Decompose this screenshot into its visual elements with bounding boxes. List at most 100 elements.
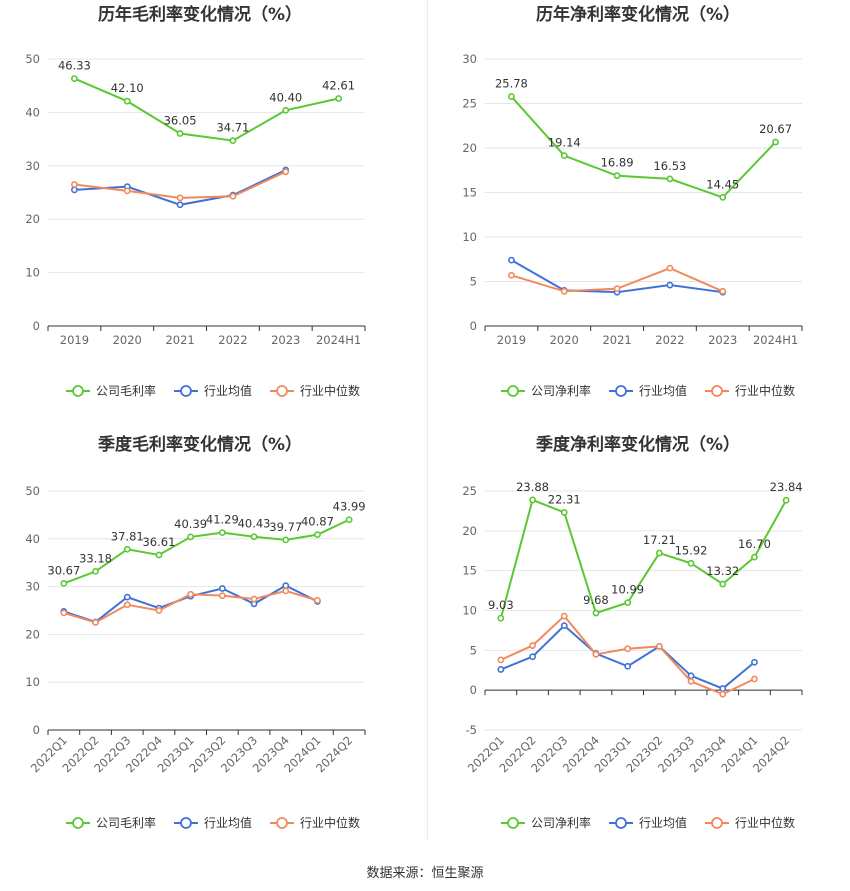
data-point (560, 612, 568, 620)
data-point (624, 662, 632, 670)
y-tick-label: 40 (25, 105, 40, 119)
x-tick-label: 2019 (497, 333, 526, 347)
y-tick-label: 20 (25, 627, 40, 641)
data-label: 30.67 (47, 563, 80, 577)
legend-item[interactable]: 公司净利率 (501, 383, 591, 398)
y-tick-label: 30 (25, 159, 40, 173)
x-tick-label: 2020 (113, 333, 142, 347)
y-tick-label: 15 (462, 564, 477, 578)
legend-marker-icon (711, 385, 723, 397)
y-tick-label: 20 (462, 141, 477, 155)
data-label: 14.45 (706, 177, 739, 191)
legend-label: 行业中位数 (300, 815, 360, 830)
legend-label: 行业均值 (204, 383, 252, 398)
data-point (687, 678, 695, 685)
y-tick-label: 0 (33, 723, 40, 737)
y-tick-label: 25 (462, 97, 477, 111)
data-label: 23.84 (770, 480, 803, 494)
data-point (687, 559, 695, 567)
data-point (123, 97, 131, 105)
chart-title: 历年毛利率变化情况（%） (98, 4, 302, 25)
y-tick-label: -5 (466, 723, 477, 737)
legend-marker-icon (276, 817, 288, 829)
chart-svg: 季度毛利率变化情况（%）010203040502022Q12022Q22022Q… (25, 434, 365, 830)
data-point (772, 138, 779, 146)
legend-label: 行业均值 (204, 815, 252, 830)
data-point (666, 175, 674, 183)
y-tick-label: 25 (462, 484, 477, 498)
y-tick-label: 15 (462, 186, 477, 200)
data-point (155, 607, 163, 614)
data-point (719, 287, 727, 295)
data-label: 10.99 (611, 583, 644, 597)
data-point (666, 264, 674, 272)
data-point (497, 666, 505, 673)
data-label: 19.14 (548, 136, 581, 150)
data-point (92, 619, 99, 626)
data-point (60, 579, 68, 587)
y-tick-label: 40 (25, 532, 40, 546)
data-point (592, 650, 600, 658)
legend-item[interactable]: 行业均值 (609, 383, 687, 398)
x-tick-label: 2022 (655, 333, 684, 347)
legend-item[interactable]: 行业均值 (609, 815, 687, 830)
data-point (345, 516, 353, 524)
legend-marker-icon (507, 817, 519, 829)
legend-item[interactable]: 行业均值 (174, 815, 252, 830)
legend-label: 公司毛利率 (96, 815, 156, 830)
chart-annual-net-margin: 历年净利率变化情况（%） 0 5 10 15 20 25 30 2019 2020 2021 2022… (428, 0, 848, 410)
data-point (282, 168, 290, 176)
data-label: 23.88 (516, 480, 549, 494)
legend-label: 行业中位数 (735, 815, 795, 830)
x-tick-label: 2023 (708, 333, 737, 347)
legend-label: 公司毛利率 (96, 383, 156, 398)
legend-item[interactable]: 行业中位数 (270, 383, 360, 398)
data-point (187, 533, 195, 541)
data-point (282, 106, 290, 114)
chart-annual-gross-margin: 历年毛利率变化情况（%） 0 10 20 30 40 50 2019 2020 2021 2022 2… (0, 0, 420, 410)
series-line (510, 95, 777, 199)
data-point (497, 656, 505, 664)
series-line (499, 498, 788, 619)
data-point (529, 642, 536, 649)
x-tick-label: 2021 (165, 333, 194, 347)
data-point (624, 645, 632, 653)
data-point (719, 685, 727, 692)
data-point (314, 597, 321, 604)
data-point (250, 595, 258, 603)
chart-svg: 季度净利率变化情况（%）-505101520252022Q12022Q22022… (462, 434, 803, 830)
data-point (314, 531, 321, 539)
data-label: 40.39 (174, 517, 207, 531)
data-point (592, 609, 600, 617)
legend-label: 公司净利率 (531, 815, 591, 830)
y-tick-label: 30 (462, 52, 477, 66)
y-tick-label: 5 (470, 275, 477, 289)
data-point (123, 593, 131, 601)
data-point (282, 536, 290, 544)
chart-svg: 历年净利率变化情况（%） 0 5 10 15 20 25 30 2019 2020 2021 2022… (462, 4, 803, 398)
data-point (92, 567, 99, 575)
data-point (123, 601, 131, 609)
data-point (335, 95, 342, 102)
data-label: 37.81 (111, 529, 144, 543)
legend-item[interactable]: 公司毛利率 (66, 383, 156, 398)
legend-item[interactable]: 公司毛利率 (66, 815, 156, 830)
legend-marker-icon (507, 385, 519, 397)
legend-marker-icon (72, 385, 84, 397)
panel-divider (427, 0, 428, 840)
data-label: 46.33 (58, 59, 91, 73)
legend-item[interactable]: 行业中位数 (705, 815, 795, 830)
y-tick-label: 0 (470, 319, 477, 333)
x-tick-label: 2022 (218, 333, 247, 347)
legend-item[interactable]: 公司净利率 (501, 815, 591, 830)
data-point (560, 622, 568, 630)
legend-item[interactable]: 行业均值 (174, 383, 252, 398)
legend-item[interactable]: 行业中位数 (270, 815, 360, 830)
x-tick-label: 2019 (60, 333, 89, 347)
legend-item[interactable]: 行业中位数 (705, 383, 795, 398)
y-tick-label: 10 (25, 675, 40, 689)
data-label: 36.61 (142, 535, 175, 549)
data-label: 40.43 (238, 517, 271, 531)
data-point (751, 675, 758, 683)
data-point (123, 187, 131, 195)
